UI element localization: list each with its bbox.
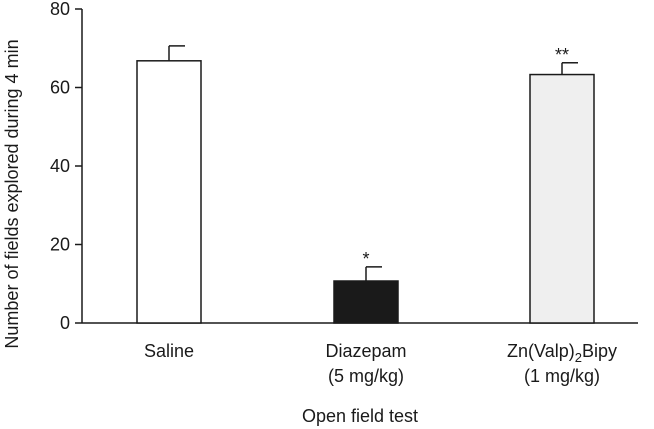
x-category-label: Saline: [144, 341, 194, 361]
bars: ***: [136, 45, 595, 324]
significance-marker: *: [362, 249, 369, 269]
x-category-label: (1 mg/kg): [524, 366, 600, 386]
significance-marker: **: [555, 45, 569, 65]
x-category-label: (5 mg/kg): [328, 366, 404, 386]
y-tick-label: 0: [60, 313, 70, 333]
y-ticks: 0 20 40 60 80: [50, 0, 82, 333]
x-category-label: Diazepam: [325, 341, 406, 361]
y-tick-label: 80: [50, 0, 70, 19]
x-category-label: Zn(Valp)2Bipy: [507, 341, 617, 365]
bar: [136, 60, 202, 324]
y-tick-label: 60: [50, 78, 70, 98]
bar: [333, 280, 399, 324]
y-tick-label: 40: [50, 156, 70, 176]
y-axis-title: Number of fields explored during 4 min: [2, 39, 22, 348]
y-tick-label: 20: [50, 235, 70, 255]
bar: [529, 73, 595, 324]
x-category-labels: Saline Diazepam (5 mg/kg) Zn(Valp)2Bipy(1 m…: [144, 341, 617, 386]
x-axis-title: Open field test: [302, 406, 418, 426]
